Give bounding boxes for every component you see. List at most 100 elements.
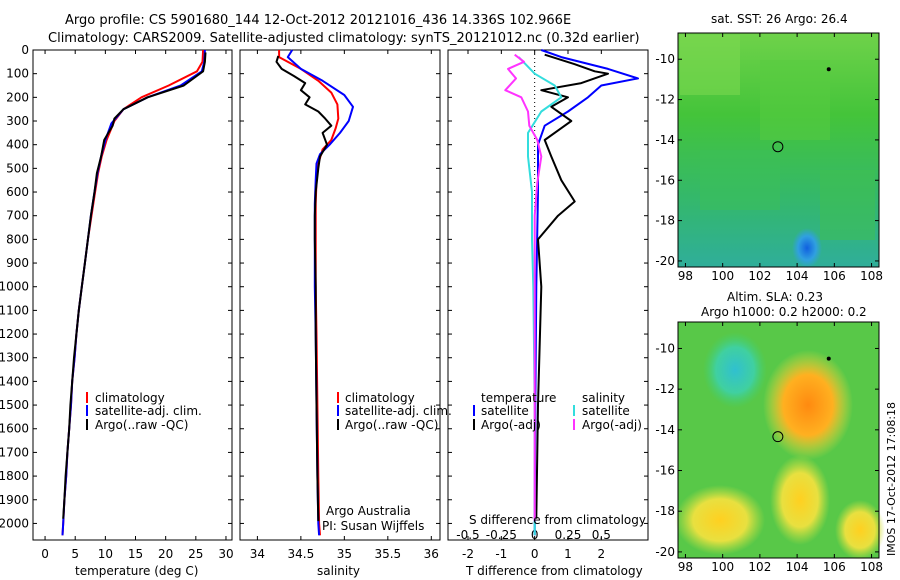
salinity-axis: 34 34.5 35 35.5 36 bbox=[250, 50, 439, 561]
y-tick-label: 0 bbox=[21, 43, 29, 57]
sla-map-title: Altim. SLA: 0.23 bbox=[727, 290, 823, 304]
x-tick-label: 5 bbox=[71, 547, 79, 561]
y-tick-label: 1900 bbox=[0, 493, 29, 507]
salinity-profile-panel: 34 34.5 35 35.5 36 salinity climatology sate… bbox=[239, 49, 452, 578]
series-line bbox=[504, 53, 543, 522]
x-tick-label: 34 bbox=[250, 547, 265, 561]
x-tick-label: 30 bbox=[218, 547, 233, 561]
sst-map-axes: 98 100 102 104 106 108 -10 -12 -14 -16 -18 -20 bbox=[655, 33, 883, 283]
profile-location-marker bbox=[772, 431, 784, 443]
y-tick-label: 1100 bbox=[0, 303, 29, 317]
y-tick-label: 1400 bbox=[0, 374, 29, 388]
y-tick-label: 400 bbox=[6, 138, 29, 152]
legend-label-climatology: climatology bbox=[345, 391, 415, 405]
sst-patch bbox=[700, 150, 780, 210]
x-tick-label: 100 bbox=[711, 269, 734, 283]
sla-anomaly bbox=[770, 455, 830, 545]
difference-series bbox=[504, 49, 639, 536]
x-tick-label: 35.5 bbox=[374, 547, 401, 561]
x-tick-label: 108 bbox=[860, 560, 883, 574]
y-tick-label: 800 bbox=[6, 232, 29, 246]
x-tick-label: 34.5 bbox=[288, 547, 315, 561]
y-tick-label: -20 bbox=[655, 545, 675, 559]
x-tick-label: 100 bbox=[711, 560, 734, 574]
sst-patch bbox=[680, 35, 740, 95]
series-line bbox=[275, 55, 333, 522]
y-tick-label: -12 bbox=[655, 93, 675, 107]
sla-map-frame bbox=[677, 321, 880, 559]
y-tick-label: 100 bbox=[6, 67, 29, 81]
salinity-legend: climatology satellite-adj. clim. Argo(..… bbox=[337, 391, 452, 432]
x-tick-label: 102 bbox=[748, 269, 771, 283]
sla-anomaly bbox=[703, 332, 767, 408]
imos-timestamp: IMOS 17-Oct-2012 17:08:18 bbox=[885, 402, 898, 556]
sst-cool-anomaly bbox=[792, 228, 822, 268]
x-tick-label: 25 bbox=[188, 547, 203, 561]
pi-label: PI: Susan Wijffels bbox=[322, 519, 424, 533]
sst-patch bbox=[820, 170, 875, 240]
difference-legend: temperature satellite Argo(-adj) salinit… bbox=[473, 391, 642, 432]
legend-title-salinity: salinity bbox=[582, 391, 625, 405]
sst-patch bbox=[760, 60, 830, 140]
series-line bbox=[62, 52, 207, 519]
series-line bbox=[533, 49, 639, 536]
owner-label: Argo Australia bbox=[326, 504, 411, 518]
previous-position-marker bbox=[826, 67, 831, 72]
x-tick-label: 98 bbox=[678, 560, 693, 574]
y-tick-label: -16 bbox=[655, 464, 675, 478]
header-line-2: Climatology: CARS2009. Satellite-adjuste… bbox=[48, 31, 640, 46]
previous-position-marker bbox=[826, 356, 831, 361]
x-tick-label: -1 bbox=[495, 547, 507, 561]
temperature-series bbox=[61, 49, 207, 536]
x-tick-label: -2 bbox=[462, 547, 474, 561]
s-difference-axis: -0.5 -0.25 0 0.25 0.5 bbox=[456, 528, 611, 542]
y-tick-label: 300 bbox=[6, 114, 29, 128]
y-tick-label: 200 bbox=[6, 90, 29, 104]
legend-label-satellite: satellite-adj. clim. bbox=[95, 404, 202, 418]
y-tick-label: -16 bbox=[655, 173, 675, 187]
x-tick-label: 10 bbox=[98, 547, 113, 561]
sla-anomaly bbox=[763, 350, 853, 460]
t-difference-label: T difference from climatology bbox=[465, 564, 643, 578]
legend-label-argo: Argo(..raw -QC) bbox=[345, 418, 438, 432]
x-tick-label: 20 bbox=[158, 547, 173, 561]
series-line bbox=[61, 49, 206, 536]
y-tick-label: 1700 bbox=[0, 445, 29, 459]
legend-label-t-satellite: satellite bbox=[481, 404, 529, 418]
y-tick-label: -14 bbox=[655, 423, 675, 437]
y-tick-label: 700 bbox=[6, 209, 29, 223]
x-tick-label: 102 bbox=[748, 560, 771, 574]
series-line bbox=[535, 53, 609, 519]
y-tick-label: -10 bbox=[655, 341, 675, 355]
sst-map-frame bbox=[677, 32, 880, 268]
sst-map-title: sat. SST: 26 Argo: 26.4 bbox=[711, 12, 848, 26]
legend-title-temperature: temperature bbox=[481, 391, 556, 405]
salinity-plot-frame bbox=[239, 49, 441, 541]
x-tick-label: 106 bbox=[823, 269, 846, 283]
y-tick-label: -14 bbox=[655, 133, 675, 147]
y-tick-label: 900 bbox=[6, 256, 29, 270]
series-line bbox=[61, 49, 205, 536]
x-tick-label: 2 bbox=[598, 547, 606, 561]
temperature-axis: 0 5 10 15 20 25 30 bbox=[41, 50, 234, 561]
y-tick-label: -10 bbox=[655, 52, 675, 66]
y-tick-label: 2000 bbox=[0, 516, 29, 530]
x-tick-label: 104 bbox=[786, 560, 809, 574]
sst-map-panel: sat. SST: 26 Argo: 26.4 98 100 102 104 106 10… bbox=[655, 12, 883, 283]
difference-plot-frame bbox=[447, 49, 649, 541]
legend-label-s-argo: Argo(-adj) bbox=[582, 418, 642, 432]
salinity-axis-label: salinity bbox=[317, 564, 360, 578]
sla-map-subtitle: Argo h1000: 0.2 h2000: 0.2 bbox=[701, 305, 867, 319]
sla-anomaly bbox=[675, 485, 765, 555]
difference-panel: -2 -1 0 1 2 -0.5 -0.25 0 0.25 0.5 T difference f… bbox=[447, 49, 649, 578]
header-line-1: Argo profile: CS 5901680_144 12-Oct-2012… bbox=[65, 13, 571, 28]
x-tick-label: 0 bbox=[531, 547, 539, 561]
s-tick-label: -0.5 bbox=[456, 528, 479, 542]
y-tick-label: 1200 bbox=[0, 327, 29, 341]
y-tick-label: -12 bbox=[655, 382, 675, 396]
y-tick-label: 1300 bbox=[0, 351, 29, 365]
salinity-series bbox=[275, 49, 354, 536]
x-tick-label: 36 bbox=[424, 547, 439, 561]
temperature-plot-frame bbox=[32, 49, 233, 541]
